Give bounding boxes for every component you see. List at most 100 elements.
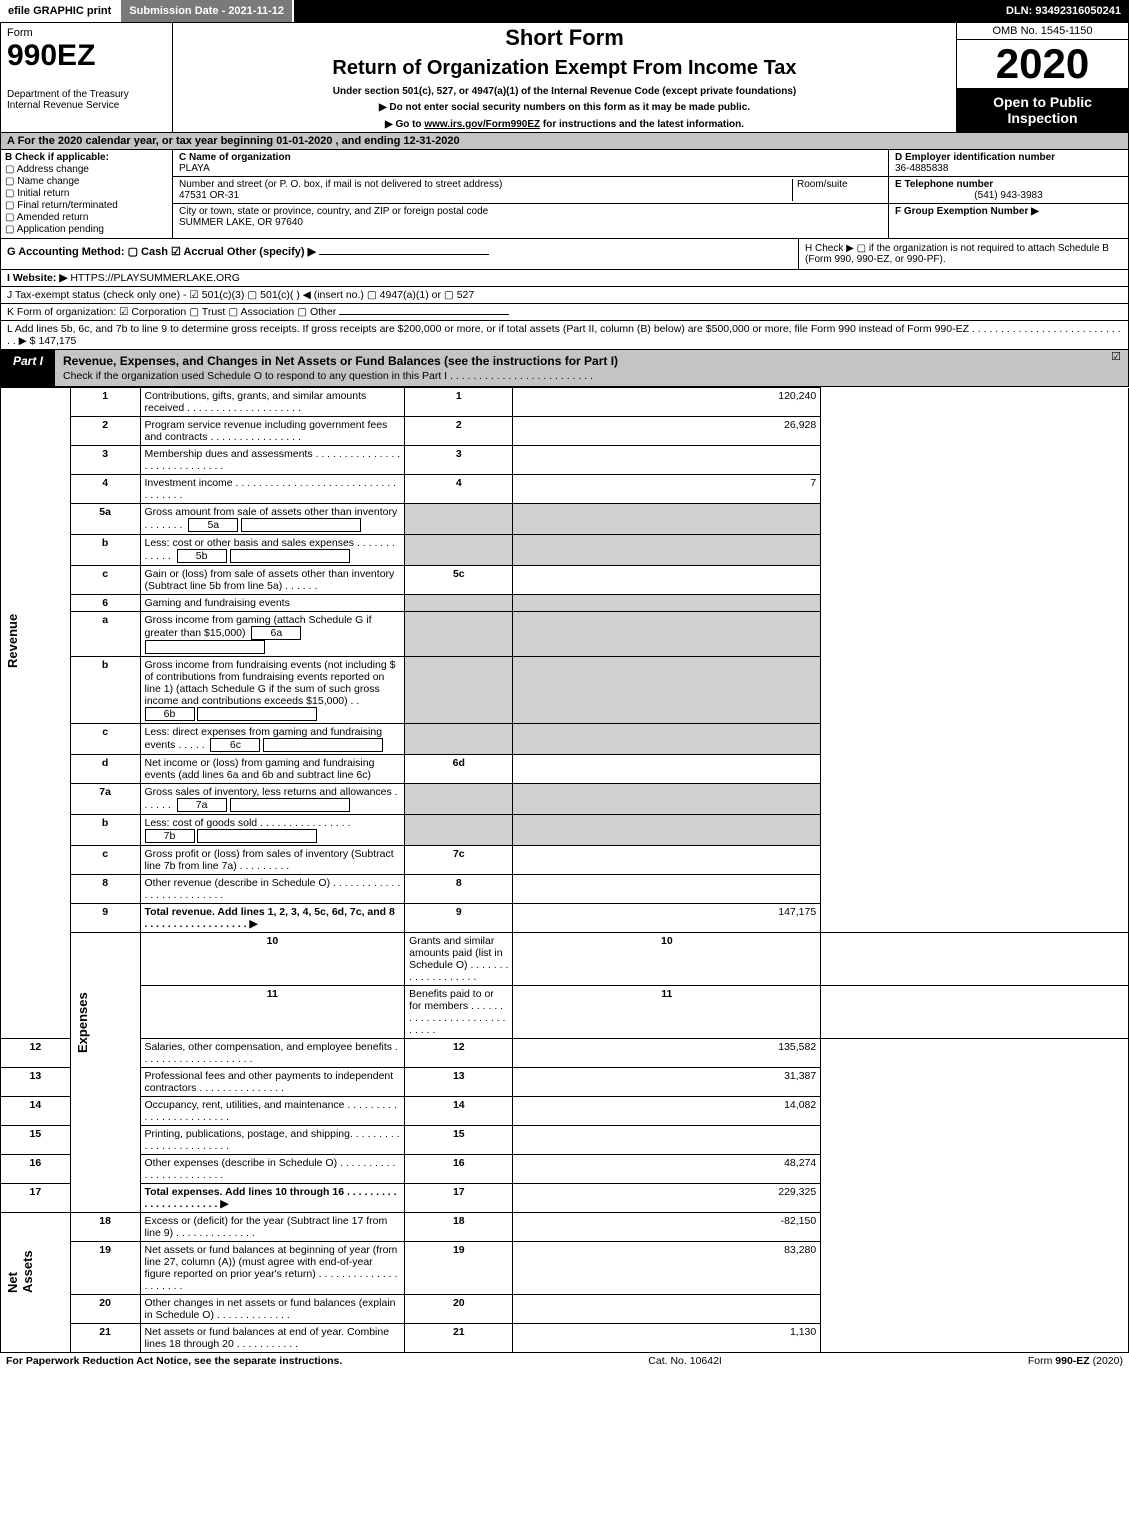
note-link: Go to www.irs.gov/Form990EZ for instruct… xyxy=(179,119,950,130)
ck-address-change[interactable]: Address change xyxy=(5,164,168,175)
ln20-a xyxy=(513,1295,821,1324)
ln12-t: Salaries, other compensation, and employ… xyxy=(140,1039,405,1068)
part1-table: Revenue 1 Contributions, gifts, grants, … xyxy=(0,387,1129,1353)
line-15: 15Printing, publications, postage, and s… xyxy=(1,1126,1129,1155)
ln6b-ia xyxy=(197,707,317,721)
side-expenses: Expenses xyxy=(75,992,90,1053)
ln14-a: 14,082 xyxy=(513,1097,821,1126)
side-revenue: Revenue xyxy=(5,614,20,668)
c-city-val: SUMMER LAKE, OR 97640 xyxy=(179,217,303,228)
ln8-c: 8 xyxy=(405,875,513,904)
line-21: 21Net assets or fund balances at end of … xyxy=(1,1324,1129,1353)
line-18: Net Assets 18Excess or (deficit) for the… xyxy=(1,1213,1129,1242)
ln15-a xyxy=(513,1126,821,1155)
line-2: 2Program service revenue including gover… xyxy=(1,417,1129,446)
ln5b-n: b xyxy=(70,535,140,566)
ln7c-t: Gross profit or (loss) from sales of inv… xyxy=(140,846,405,875)
submission-date: Submission Date - 2021-11-12 xyxy=(121,0,294,22)
line-11: 11Benefits paid to or for members . . . … xyxy=(1,986,1129,1039)
ln16-n: 16 xyxy=(1,1155,71,1184)
ln10-c: 10 xyxy=(513,933,821,986)
ln11-t: Benefits paid to or for members . . . . … xyxy=(405,986,513,1039)
ln14-t: Occupancy, rent, utilities, and maintena… xyxy=(140,1097,405,1126)
d-label: D Employer identification number xyxy=(895,152,1055,163)
efile-print-btn[interactable]: efile GRAPHIC print xyxy=(0,0,121,22)
row-h: H Check ▶ ▢ if the organization is not r… xyxy=(798,239,1128,269)
ln5b-ic: 5b xyxy=(177,549,227,563)
ln6b-n: b xyxy=(70,657,140,724)
ln20-n: 20 xyxy=(70,1295,140,1324)
ck-initial-return[interactable]: Initial return xyxy=(5,188,168,199)
ck-amended-return[interactable]: Amended return xyxy=(5,212,168,223)
ln10-n: 10 xyxy=(140,933,405,986)
part1-title-text: Revenue, Expenses, and Changes in Net As… xyxy=(63,354,618,368)
ln7b-ic: 7b xyxy=(145,829,195,843)
ln6b-t: Gross income from fundraising events (no… xyxy=(145,659,396,707)
ck-name-change[interactable]: Name change xyxy=(5,176,168,187)
i-website[interactable]: HTTPS://PLAYSUMMERLAKE.ORG xyxy=(70,272,240,284)
line-7c: cGross profit or (loss) from sales of in… xyxy=(1,846,1129,875)
ln4-n: 4 xyxy=(70,475,140,504)
part1-checkbox[interactable]: ☑ xyxy=(1104,350,1128,386)
ln5a-n: 5a xyxy=(70,504,140,535)
header-right: OMB No. 1545-1150 2020 Open to Public In… xyxy=(956,23,1128,132)
note2-pre: Go to xyxy=(395,119,424,130)
part1-title: Revenue, Expenses, and Changes in Net As… xyxy=(55,350,1104,386)
irs-link[interactable]: www.irs.gov/Form990EZ xyxy=(424,119,540,130)
ln7c-a xyxy=(513,846,821,875)
ln18-t: Excess or (deficit) for the year (Subtra… xyxy=(140,1213,405,1242)
ln9-t: Total revenue. Add lines 1, 2, 3, 4, 5c,… xyxy=(145,906,395,930)
ln6b-gray xyxy=(405,657,513,724)
topbar: efile GRAPHIC print Submission Date - 20… xyxy=(0,0,1129,22)
row-i: I Website: ▶ HTTPS://PLAYSUMMERLAKE.ORG xyxy=(0,270,1129,287)
ln7a-grayamt xyxy=(513,784,821,815)
ck-final-return[interactable]: Final return/terminated xyxy=(5,200,168,211)
box-def: D Employer identification number 36-4885… xyxy=(888,150,1128,238)
line-4: 4Investment income . . . . . . . . . . .… xyxy=(1,475,1129,504)
footer-catno: Cat. No. 10642I xyxy=(648,1355,722,1367)
ln9-a: 147,175 xyxy=(513,904,821,933)
ln16-a: 48,274 xyxy=(513,1155,821,1184)
ln4-t: Investment income . . . . . . . . . . . … xyxy=(140,475,405,504)
topbar-spacer xyxy=(294,0,998,22)
ln9-n: 9 xyxy=(70,904,140,933)
ln6a-n: a xyxy=(70,612,140,657)
row-l: L Add lines 5b, 6c, and 7b to line 9 to … xyxy=(0,321,1129,350)
ln7b-t: Less: cost of goods sold . . . . . . . .… xyxy=(145,817,351,829)
line-9: 9Total revenue. Add lines 1, 2, 3, 4, 5c… xyxy=(1,904,1129,933)
e-label: E Telephone number xyxy=(895,179,993,190)
ln5c-t: Gain or (loss) from sale of assets other… xyxy=(140,566,405,595)
ln5a-ia xyxy=(241,518,361,532)
ck-application-pending[interactable]: Application pending xyxy=(5,224,168,235)
row-g: G Accounting Method: ▢ Cash ☑ Accrual Ot… xyxy=(1,239,798,269)
ln7b-grayamt xyxy=(513,815,821,846)
ln13-a: 31,387 xyxy=(513,1068,821,1097)
ln7a-ia xyxy=(230,798,350,812)
footer-left: For Paperwork Reduction Act Notice, see … xyxy=(6,1355,342,1367)
ln3-n: 3 xyxy=(70,446,140,475)
ln18-a: -82,150 xyxy=(513,1213,821,1242)
row-gh: G Accounting Method: ▢ Cash ☑ Accrual Ot… xyxy=(0,239,1129,270)
ln6a-ia xyxy=(145,640,265,654)
ln12-n: 12 xyxy=(1,1039,71,1068)
ln5c-n: c xyxy=(70,566,140,595)
ln6d-n: d xyxy=(70,755,140,784)
g-text: G Accounting Method: ▢ Cash ☑ Accrual Ot… xyxy=(7,246,316,258)
ln15-c: 15 xyxy=(405,1126,513,1155)
ln21-n: 21 xyxy=(70,1324,140,1353)
line-8: 8Other revenue (describe in Schedule O) … xyxy=(1,875,1129,904)
ln5b-ia xyxy=(230,549,350,563)
line-6b: bGross income from fundraising events (n… xyxy=(1,657,1129,724)
subtitle: Under section 501(c), 527, or 4947(a)(1)… xyxy=(179,86,950,97)
ln18-n: 18 xyxy=(70,1213,140,1242)
info-block: B Check if applicable: Address change Na… xyxy=(0,150,1129,239)
ln3-c: 3 xyxy=(405,446,513,475)
line-6a: aGross income from gaming (attach Schedu… xyxy=(1,612,1129,657)
ln6c-grayamt xyxy=(513,724,821,755)
line-7b: bLess: cost of goods sold . . . . . . . … xyxy=(1,815,1129,846)
ln6d-a xyxy=(513,755,821,784)
c-city-label: City or town, state or province, country… xyxy=(179,206,488,217)
header-mid: Short Form Return of Organization Exempt… xyxy=(173,23,956,132)
ln15-t: Printing, publications, postage, and shi… xyxy=(140,1126,405,1155)
ln19-c: 19 xyxy=(405,1242,513,1295)
